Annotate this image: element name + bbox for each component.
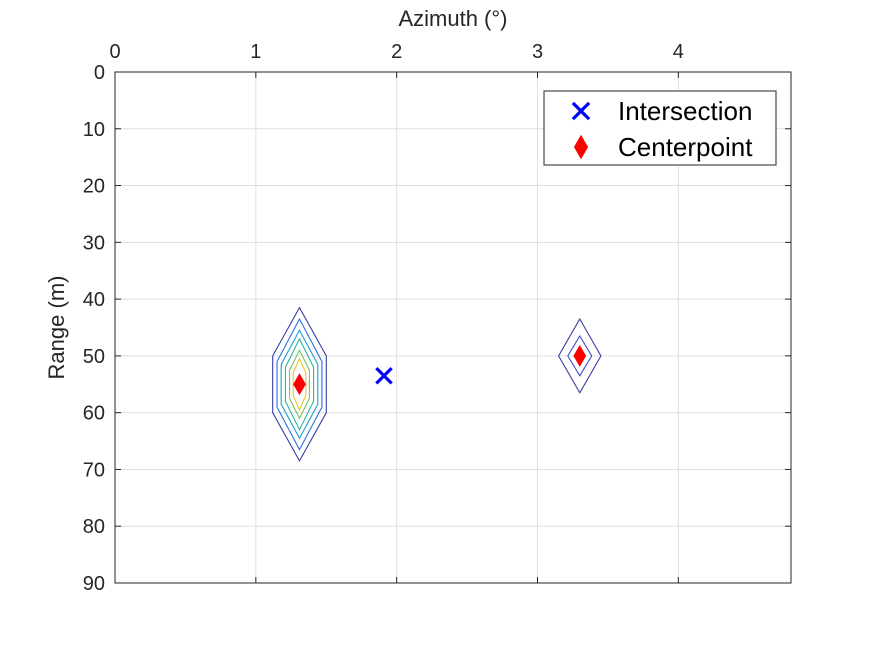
plot-area <box>114 71 792 584</box>
y-tick-label: 90 <box>83 573 105 595</box>
x-axis-label: Azimuth (°) <box>398 6 507 31</box>
contour-line <box>567 334 593 377</box>
x-tick-label: 2 <box>391 41 402 63</box>
centerpoint-point <box>293 373 306 396</box>
legend-marker-centerpoint <box>573 134 589 160</box>
y-tick-label: 20 <box>83 176 105 198</box>
y-tick-label: 30 <box>83 232 105 254</box>
markers <box>293 344 587 396</box>
x-tick-label: 3 <box>532 41 543 63</box>
y-tick-label: 70 <box>83 459 105 481</box>
contour-line <box>272 306 327 463</box>
legend-symbol <box>573 134 589 160</box>
y-tick-label: 80 <box>83 516 105 538</box>
legend-label-centerpoint: Centerpoint <box>618 132 753 162</box>
y-tick-label: 40 <box>83 289 105 311</box>
contour-line <box>284 337 315 431</box>
legend-symbol <box>571 101 591 121</box>
contour-line <box>292 357 307 412</box>
x-tick-label: 0 <box>109 41 120 63</box>
x-tick-label: 4 <box>673 41 684 63</box>
legend-marker-intersection <box>571 101 591 121</box>
contours <box>272 306 602 463</box>
x-stroke <box>375 366 393 385</box>
x-stroke <box>571 101 591 121</box>
y-tick-label: 10 <box>83 119 105 141</box>
centerpoint-point <box>573 344 587 367</box>
contour-line <box>276 317 323 451</box>
y-tick-label: 60 <box>83 403 105 425</box>
y-axis-label: Range (m) <box>44 276 69 380</box>
legend-label-intersection: Intersection <box>618 96 752 126</box>
x-tick-label: 1 <box>250 41 261 63</box>
legend: Intersection Centerpoint <box>543 90 777 166</box>
contour-line <box>557 317 602 394</box>
contour-line <box>289 348 310 420</box>
intersection-point <box>375 366 393 385</box>
contour-line <box>280 329 319 440</box>
y-tick-label: 50 <box>83 346 105 368</box>
y-tick-label: 0 <box>94 62 105 84</box>
